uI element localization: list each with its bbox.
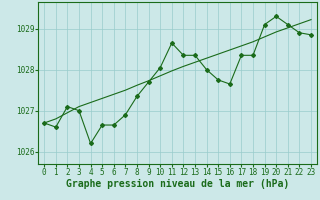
X-axis label: Graphe pression niveau de la mer (hPa): Graphe pression niveau de la mer (hPa) <box>66 179 289 189</box>
